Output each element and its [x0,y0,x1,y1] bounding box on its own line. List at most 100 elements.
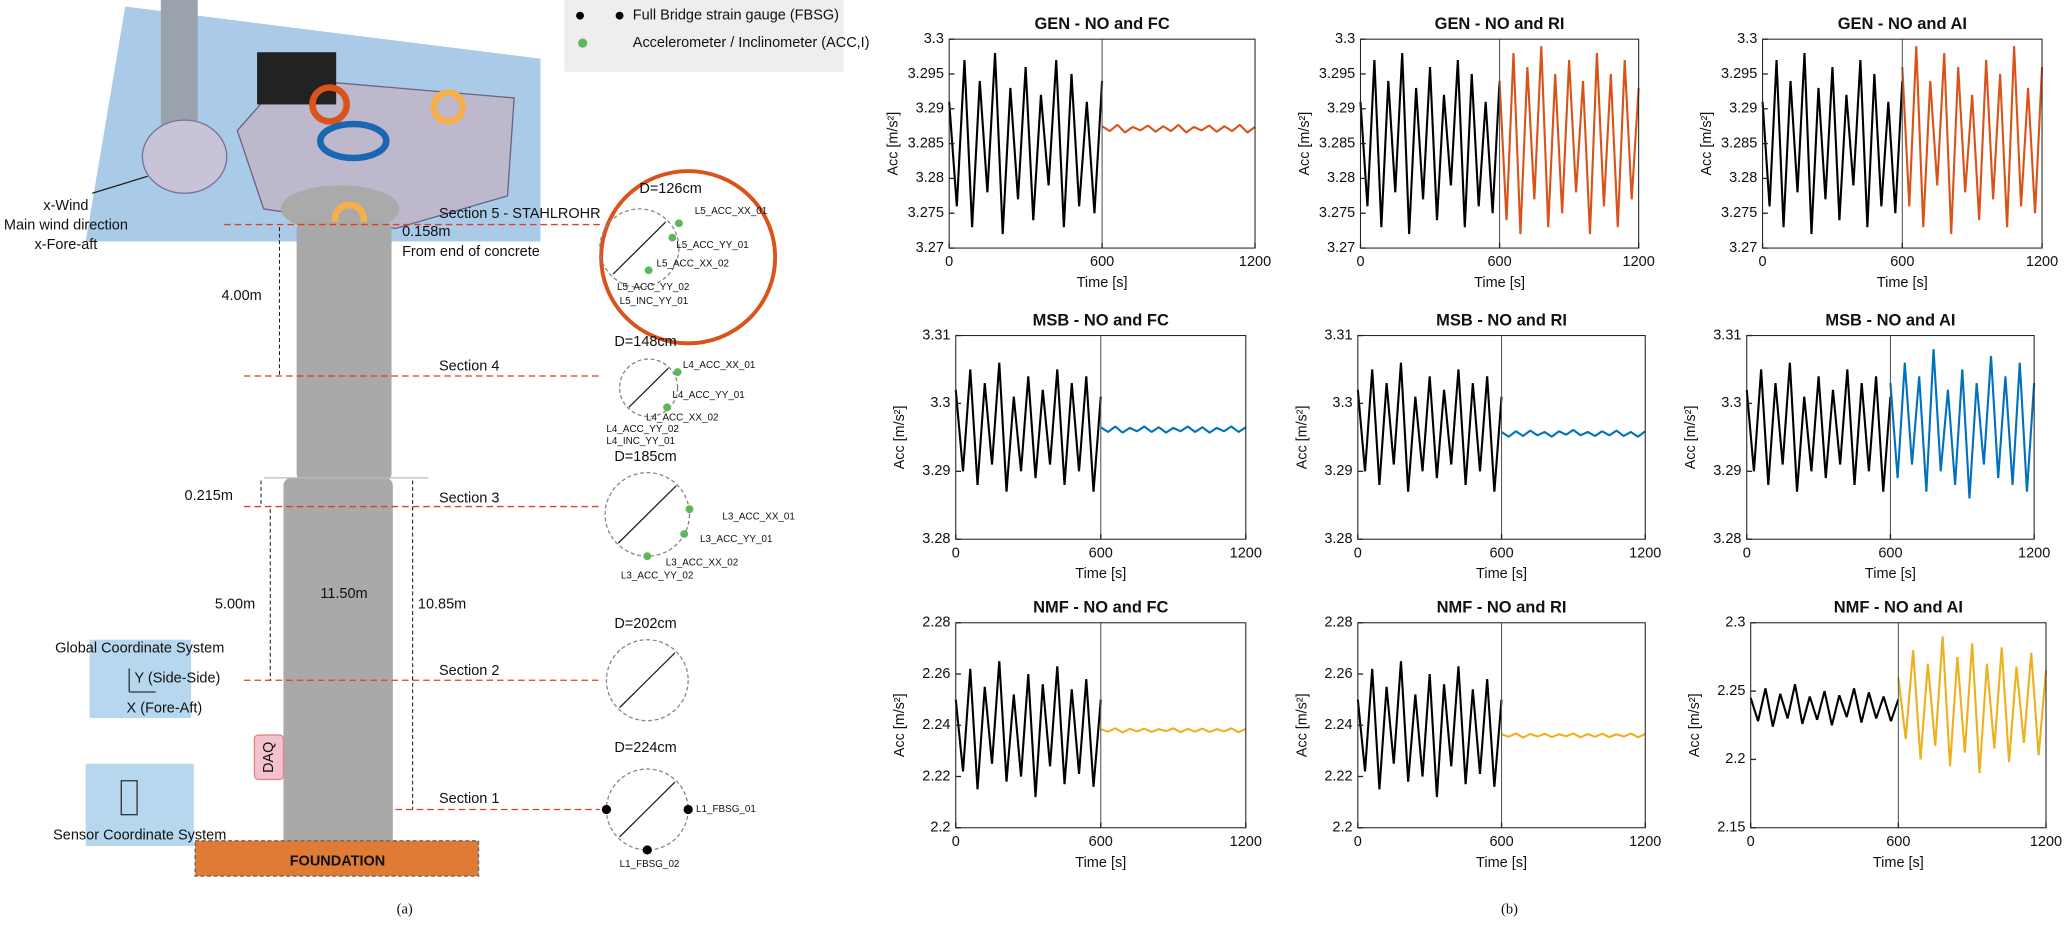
x-tick-label: 0 [952,545,960,561]
y-tick-label: 3.29 [922,463,950,479]
chart-title: MSB - NO and FC [1033,312,1169,330]
global-cs-x: X (Fore-Aft) [127,701,203,717]
x-axis-label: Time [s] [1075,855,1126,871]
x-tick-label: 600 [1890,254,1914,270]
y-tick-label: 3.28 [1327,170,1355,186]
diameter-label: D=185cm [614,449,676,465]
x-axis-label: Time [s] [1077,275,1128,291]
sensor-label: L1_FBSG_01 [696,804,756,815]
y-tick-label: 3.3 [1335,31,1355,47]
y-tick-label: 3.31 [922,327,950,343]
legend-symbol [578,38,588,48]
marker-ring [309,84,351,125]
x-axis-label: Time [s] [1873,855,1924,871]
diameter-label: D=202cm [614,616,676,632]
sensor-label: L4_ACC_YY_01 [672,390,744,401]
diameter-label: D=148cm [614,334,676,350]
section-label: Section 5 - STAHLROHR [439,206,601,222]
cross-section-line [612,221,667,275]
dimension-label: 10.85m [418,596,466,612]
x-tick-label: 0 [1356,254,1364,270]
sensor-label: L4_ACC_YY_02 [606,424,678,435]
signal-line [1101,124,1256,134]
signal-line [1745,362,1892,492]
dimension-label: 0.215m [185,488,233,504]
marker-ring [317,120,390,162]
sensor [642,845,652,855]
pipe [160,0,198,131]
y-axis-label: Acc [m/s²] [1294,405,1310,469]
y-tick-label: 3.29 [1327,101,1355,117]
y-tick-label: 2.24 [922,717,950,733]
x-tick-label: 0 [1354,545,1362,561]
chart: 3.27 3.275 3.28 3.285 3.29 3.295 3.3 0 600 1200 GE… [1297,15,1655,291]
y-tick-label: 3.275 [908,205,944,221]
x-tick-label: 1200 [2018,545,2050,561]
signal-line [1501,732,1646,739]
x-tick-label: 600 [1090,254,1114,270]
daq-box [253,734,285,781]
y-tick-label: 3.29 [1324,463,1352,479]
y-tick-label: 3.31 [1324,327,1352,343]
signal-line [1100,425,1247,434]
x-axis-label: Time [s] [1865,566,1916,582]
cross-section-line [617,485,677,544]
panel-label: (a) [397,901,413,917]
cross-section-line [619,781,676,838]
x-tick-label: 600 [1489,545,1513,561]
chart-title: NMF - NO and AI [1834,599,1963,617]
cross-section [599,208,680,288]
x-tick-label: 600 [1487,254,1511,270]
panel-label: (b) [1501,901,1518,917]
x-tick-label: 1200 [1230,834,1262,850]
x-tick-label: 0 [1759,254,1767,270]
y-tick-label: 3.275 [1721,205,1757,221]
sensor-cs-label: Sensor Coordinate System [53,827,226,843]
x-tick-label: 0 [1747,834,1755,850]
signal-line [1100,727,1247,734]
x-tick-label: 0 [945,254,953,270]
y-tick-label: 2.26 [922,666,950,682]
tower-upper [296,221,392,481]
y-tick-label: 2.28 [1324,615,1352,631]
y-tick-label: 2.26 [1324,666,1352,682]
sensor-label: L4_ACC_XX_01 [683,360,755,371]
x-tick-label: 600 [1089,545,1113,561]
signal-line [1889,349,2036,499]
sensor-label: L4_INC_YY_01 [606,436,675,447]
chart: 2.2 2.22 2.24 2.26 2.28 0 600 1200 NMF - NO and … [892,599,1262,871]
x-axis-label: Time [s] [1075,566,1126,582]
y-tick-label: 3.285 [1721,135,1757,151]
sensor [601,804,612,815]
marker-ring [430,89,467,125]
signal-line [1498,46,1640,235]
chart: 3.27 3.275 3.28 3.285 3.29 3.295 3.3 0 600 1200 GE… [1699,15,2058,291]
y-tick-label: 3.275 [1319,205,1355,221]
y-tick-label: 3.29 [1729,101,1757,117]
y-tick-label: 3.285 [908,135,944,151]
chart: 2.2 2.22 2.24 2.26 2.28 0 600 1200 NMF - NO and … [1294,599,1661,871]
sensor-label: L3_ACC_XX_02 [666,557,738,568]
x-tick-label: 1200 [1629,545,1661,561]
chart-title: GEN - NO and RI [1435,15,1565,33]
sensor-label: L3_ACC_XX_01 [722,512,794,523]
section-label: Section 3 [439,491,499,507]
signal-line [1901,46,2044,235]
y-tick-label: 3.28 [1324,531,1352,547]
x-tick-label: 1200 [1239,254,1271,270]
sensor [643,552,652,561]
sensor-label: L5_ACC_YY_02 [617,282,689,293]
signal-line [1749,684,1900,727]
signal-line [954,661,1102,798]
y-tick-label: 3.295 [1721,66,1757,82]
section-label: Section 2 [439,663,499,679]
sensor-label: L1_FBSG_02 [620,859,680,870]
signal-line [954,362,1102,492]
sensor [668,233,677,242]
x-tick-label: 600 [1886,834,1910,850]
y-tick-label: 3.27 [916,240,944,256]
wind-label: Main wind direction [4,218,128,234]
tower-lower [283,477,393,847]
y-axis-label: Acc [m/s²] [892,405,908,469]
